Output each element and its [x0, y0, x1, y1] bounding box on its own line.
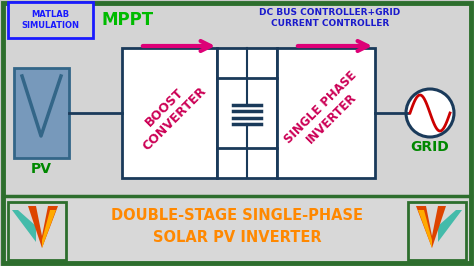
Text: MATLAB
SIMULATION: MATLAB SIMULATION	[21, 10, 79, 30]
Bar	[408, 202, 466, 260]
Text: DC BUS CONTROLLER+GRID
CURRENT CONTROLLER: DC BUS CONTROLLER+GRID CURRENT CONTROLLE…	[259, 8, 401, 28]
Text: SOLAR PV INVERTER: SOLAR PV INVERTER	[153, 231, 321, 246]
Text: MPPT: MPPT	[102, 11, 154, 29]
Text: BOOST
CONVERTER: BOOST CONVERTER	[130, 73, 209, 153]
Bar	[14, 68, 69, 158]
Circle shape	[406, 89, 454, 137]
Polygon shape	[12, 210, 36, 242]
Bar	[4, 196, 470, 262]
Polygon shape	[416, 206, 446, 248]
Bar	[8, 2, 93, 38]
Text: GRID: GRID	[410, 140, 449, 154]
Text: SINGLE PHASE
INVERTER: SINGLE PHASE INVERTER	[282, 69, 370, 157]
Polygon shape	[28, 206, 58, 248]
Bar	[217, 48, 277, 178]
Bar	[4, 6, 470, 196]
Polygon shape	[42, 210, 56, 248]
Text: DOUBLE-STAGE SINGLE-PHASE: DOUBLE-STAGE SINGLE-PHASE	[111, 209, 363, 223]
Bar	[8, 202, 66, 260]
Bar	[122, 48, 217, 178]
Polygon shape	[418, 210, 432, 248]
Polygon shape	[438, 210, 462, 242]
Text: PV: PV	[30, 162, 52, 176]
Bar	[277, 48, 375, 178]
